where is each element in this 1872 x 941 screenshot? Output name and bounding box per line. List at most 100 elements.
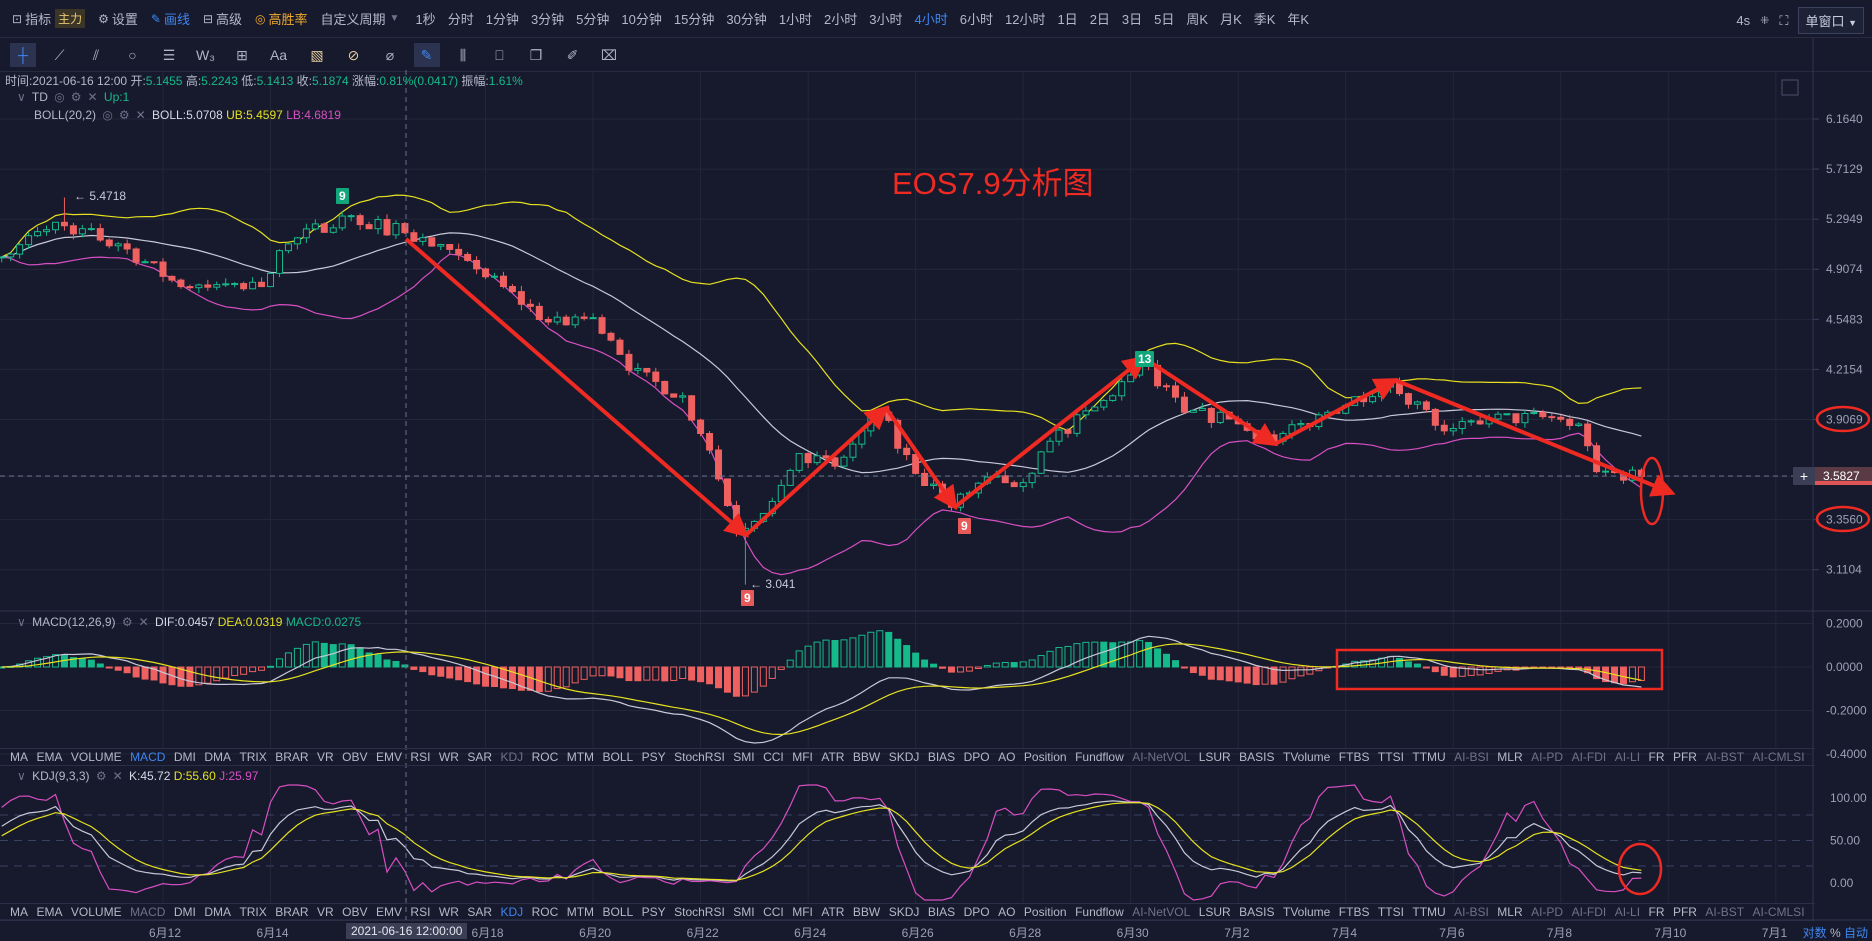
crosshair-icon[interactable]: ┼ [10, 43, 36, 67]
text-icon[interactable]: Aa [269, 47, 288, 63]
measure-icon[interactable]: ⊞ [236, 46, 248, 63]
period-0[interactable]: 1秒 [415, 12, 436, 27]
gear-icon[interactable]: ⚙ [121, 615, 133, 629]
indicator-tab-ai-cmlsi[interactable]: AI-CMLSI [1752, 905, 1805, 919]
indicator-tab-volume[interactable]: VOLUME [70, 750, 122, 764]
indicator-tab-psy[interactable]: PSY [641, 905, 666, 919]
indicator-tab-skdj[interactable]: SKDJ [888, 905, 920, 919]
indicator-tab-cci[interactable]: CCI [763, 750, 784, 764]
indicator-tab-ttsi[interactable]: TTSI [1377, 905, 1404, 919]
collapse-icon[interactable]: ∨ [17, 90, 26, 104]
add-alert-button[interactable]: + [1793, 467, 1815, 485]
period-21[interactable]: 年K [1287, 12, 1310, 27]
indicator-tab-dmi[interactable]: DMI [173, 750, 196, 764]
indicator-tab-dma[interactable]: DMA [204, 750, 231, 764]
indicator-tab-ai-li[interactable]: AI-LI [1614, 905, 1641, 919]
gear-icon[interactable]: ⚙ [95, 769, 107, 783]
indicator-tab-dpo[interactable]: DPO [963, 905, 990, 919]
indicator-tab-mlr[interactable]: MLR [1497, 905, 1523, 919]
indicator-tab-ema[interactable]: EMA [36, 905, 63, 919]
indicator-tab-mtm[interactable]: MTM [566, 905, 595, 919]
indicator-tab-stochrsi[interactable]: StochRSI [674, 905, 725, 919]
period-17[interactable]: 5日 [1154, 12, 1175, 27]
indicator-tab-ai-cmlsi[interactable]: AI-CMLSI [1752, 750, 1805, 764]
indicator-tab-vr[interactable]: VR [317, 905, 334, 919]
indicator-tab-wr[interactable]: WR [438, 905, 459, 919]
indicator-tab-bias[interactable]: BIAS [927, 750, 956, 764]
indicator-tab-obv[interactable]: OBV [342, 905, 368, 919]
close-icon[interactable]: ✕ [112, 769, 123, 783]
indicator-tab-ttsi[interactable]: TTSI [1377, 750, 1404, 764]
indicator-tab-mtm[interactable]: MTM [566, 750, 595, 764]
win-rate-button[interactable]: ◎ 高胜率 [255, 9, 308, 28]
indicator-tab-ai-li[interactable]: AI-LI [1614, 750, 1641, 764]
indicator-tab-boll[interactable]: BOLL [602, 905, 634, 919]
indicator-tab-fundflow[interactable]: Fundflow [1075, 750, 1124, 764]
indicator-tab-wr[interactable]: WR [438, 750, 459, 764]
indicator-tab-fr[interactable]: FR [1648, 750, 1665, 764]
indicator-tab-basis[interactable]: BASIS [1239, 905, 1275, 919]
indicator-tab-volume[interactable]: VOLUME [70, 905, 122, 919]
advanced-button[interactable]: ⊟ 高级 [203, 9, 242, 28]
period-20[interactable]: 季K [1253, 12, 1276, 27]
indicator-tab-ma[interactable]: MA [10, 750, 28, 764]
indicator-tab-bbw[interactable]: BBW [852, 905, 881, 919]
indicator-tab-psy[interactable]: PSY [641, 750, 666, 764]
indicator-tab-obv[interactable]: OBV [342, 750, 368, 764]
indicator-tab-ttmu[interactable]: TTMU [1412, 905, 1446, 919]
indicator-tab-trix[interactable]: TRIX [239, 905, 267, 919]
parallel-channel-icon[interactable]: ⫽ [92, 46, 100, 63]
indicator-tab-smi[interactable]: SMI [733, 750, 755, 764]
period-19[interactable]: 月K [1220, 12, 1242, 27]
fib-lines-icon[interactable]: ☰ [162, 46, 176, 63]
indicator-button[interactable]: ⊡ 指标 主力 [12, 9, 86, 28]
percent-scale-toggle[interactable]: % [1829, 926, 1841, 940]
indicator-tab-emv[interactable]: EMV [375, 750, 402, 764]
indicator-tab-pfr[interactable]: PFR [1672, 905, 1697, 919]
indicator-tab-mfi[interactable]: MFI [792, 905, 813, 919]
period-8[interactable]: 1小时 [778, 12, 813, 27]
period-11[interactable]: 4小时 [914, 12, 948, 27]
draw-button[interactable]: ✎ 画线 [151, 9, 190, 28]
indicator-tab-kdj[interactable]: KDJ [500, 750, 524, 764]
window-mode-dropdown[interactable]: 单窗口 ▼ [1798, 7, 1864, 34]
close-icon[interactable]: ✕ [135, 108, 146, 122]
indicator-tab-position[interactable]: Position [1023, 905, 1067, 919]
indicator-tab-ma[interactable]: MA [10, 905, 28, 919]
indicator-tab-ai-bsi[interactable]: AI-BSI [1454, 750, 1489, 764]
lock-icon[interactable]: ⎕ [495, 46, 504, 63]
pattern-icon[interactable]: ⊘ [347, 46, 360, 63]
indicator-tab-macd[interactable]: MACD [130, 750, 166, 764]
indicator-tab-dpo[interactable]: DPO [963, 750, 990, 764]
indicator-tab-trix[interactable]: TRIX [239, 750, 267, 764]
gear-icon[interactable]: ⚙ [70, 90, 82, 104]
indicator-tab-bbw[interactable]: BBW [852, 750, 881, 764]
indicator-tab-lsur[interactable]: LSUR [1198, 905, 1231, 919]
indicator-tab-ai-bst[interactable]: AI-BST [1705, 905, 1745, 919]
pen-icon[interactable]: ✎ [413, 43, 440, 67]
indicator-tab-sar[interactable]: SAR [467, 905, 493, 919]
indicator-tab-ai-fdi[interactable]: AI-FDI [1571, 905, 1607, 919]
indicator-tab-mlr[interactable]: MLR [1497, 750, 1523, 764]
indicator-tab-dmi[interactable]: DMI [173, 905, 196, 919]
close-icon[interactable]: ✕ [87, 90, 98, 104]
indicator-tab-brar[interactable]: BRAR [275, 750, 309, 764]
gear-icon[interactable]: ⚙ [118, 108, 130, 122]
period-6[interactable]: 15分钟 [673, 12, 715, 27]
indicator-tab-sar[interactable]: SAR [467, 750, 493, 764]
indicator-tab-dma[interactable]: DMA [204, 905, 231, 919]
period-2[interactable]: 1分钟 [485, 12, 519, 27]
period-4[interactable]: 5分钟 [576, 12, 610, 27]
visibility-icon[interactable]: ◎ [54, 90, 65, 104]
trend-line-icon[interactable]: ⟋ [54, 46, 65, 63]
period-10[interactable]: 3小时 [869, 12, 903, 27]
indicator-tab-stochrsi[interactable]: StochRSI [674, 750, 725, 764]
indicator-tab-ftbs[interactable]: FTBS [1338, 750, 1370, 764]
indicator-tab-ai-fdi[interactable]: AI-FDI [1571, 750, 1607, 764]
indicator-tab-ai-netvol[interactable]: AI-NetVOL [1132, 905, 1191, 919]
wave-icon[interactable]: W₃ [196, 47, 215, 63]
indicator-tab-fr[interactable]: FR [1648, 905, 1665, 919]
period-7[interactable]: 30分钟 [726, 12, 767, 27]
custom-period-dropdown[interactable]: 自定义周期 ▼ [321, 9, 403, 28]
indicator-tab-ftbs[interactable]: FTBS [1338, 905, 1370, 919]
